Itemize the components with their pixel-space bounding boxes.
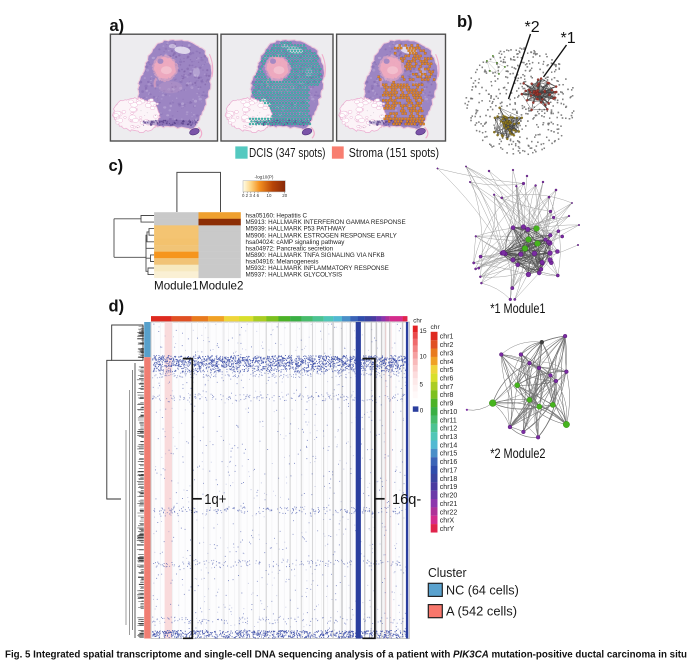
svg-text:chr15: chr15 bbox=[440, 451, 458, 458]
svg-text:chrY: chrY bbox=[440, 526, 455, 533]
svg-text:chr22: chr22 bbox=[440, 509, 458, 516]
svg-text:chr10: chr10 bbox=[440, 409, 458, 416]
svg-text:chr19: chr19 bbox=[440, 484, 458, 491]
svg-text:M5913: HALLMARK INTERFERON GAM: M5913: HALLMARK INTERFERON GAMMA RESPONS… bbox=[246, 219, 406, 226]
svg-text:Fig. 5 Integrated spatial tran: Fig. 5 Integrated spatial transcriptome … bbox=[5, 650, 687, 661]
svg-text:chr1: chr1 bbox=[440, 334, 454, 341]
svg-text:chr11: chr11 bbox=[440, 417, 457, 424]
svg-text:-log10(P): -log10(P) bbox=[255, 175, 274, 180]
svg-text:hsa04024: cAMP signaling pathw: hsa04024: cAMP signaling pathway bbox=[246, 239, 346, 246]
svg-text:16q-: 16q- bbox=[392, 492, 421, 508]
svg-text:Module2: Module2 bbox=[199, 279, 243, 292]
svg-text:*2 Module2: *2 Module2 bbox=[490, 446, 545, 461]
svg-text:chrX: chrX bbox=[440, 518, 455, 525]
svg-text:c): c) bbox=[109, 157, 124, 175]
svg-text:chr21: chr21 bbox=[440, 501, 458, 508]
svg-text:10: 10 bbox=[420, 354, 428, 361]
svg-text:1q+: 1q+ bbox=[204, 492, 226, 508]
svg-text:10: 10 bbox=[267, 193, 272, 198]
svg-text:A (542 cells): A (542 cells) bbox=[446, 605, 517, 619]
svg-text:chr6: chr6 bbox=[440, 376, 454, 383]
svg-text:hsa04972: Pancreatic secretion: hsa04972: Pancreatic secretion bbox=[246, 245, 334, 252]
svg-text:*1 Module1: *1 Module1 bbox=[490, 301, 545, 316]
svg-text:chr5: chr5 bbox=[440, 367, 454, 374]
svg-text:Module1: Module1 bbox=[154, 279, 198, 292]
svg-text:chr13: chr13 bbox=[440, 434, 458, 441]
svg-text:hsa04916: Melanogenesis: hsa04916: Melanogenesis bbox=[246, 259, 319, 266]
svg-text:*2: *2 bbox=[525, 19, 540, 36]
svg-text:M5939: HALLMARK P53 PATHWAY: M5939: HALLMARK P53 PATHWAY bbox=[246, 226, 347, 233]
svg-text:NC (64 cells): NC (64 cells) bbox=[446, 583, 519, 597]
svg-text:a): a) bbox=[110, 17, 125, 35]
svg-text:chr8: chr8 bbox=[440, 392, 454, 399]
svg-text:chr17: chr17 bbox=[440, 467, 458, 474]
svg-text:chr: chr bbox=[413, 318, 422, 325]
svg-text:chr12: chr12 bbox=[440, 426, 458, 433]
svg-text:chr16: chr16 bbox=[440, 459, 458, 466]
svg-text:*1: *1 bbox=[561, 30, 576, 47]
svg-text:DCIS (347 spots): DCIS (347 spots) bbox=[249, 145, 326, 160]
svg-text:chr3: chr3 bbox=[440, 350, 454, 357]
svg-text:15: 15 bbox=[420, 328, 428, 335]
svg-text:0: 0 bbox=[420, 408, 424, 415]
svg-text:b): b) bbox=[457, 13, 473, 31]
svg-text:Stroma (151 spots): Stroma (151 spots) bbox=[349, 145, 439, 160]
svg-text:chr2: chr2 bbox=[440, 342, 454, 349]
svg-text:M5890: HALLMARK TNFA SIGNALING: M5890: HALLMARK TNFA SIGNALING VIA NFKB bbox=[246, 252, 385, 259]
svg-text:chr: chr bbox=[431, 324, 441, 331]
svg-text:hsa05160: Hepatitis C: hsa05160: Hepatitis C bbox=[246, 213, 308, 220]
svg-text:Cluster: Cluster bbox=[428, 566, 467, 580]
svg-text:M5932: HALLMARK INFLAMMATORY R: M5932: HALLMARK INFLAMMATORY RESPONSE bbox=[246, 265, 389, 272]
svg-text:M5937: HALLMARK GLYCOLYSIS: M5937: HALLMARK GLYCOLYSIS bbox=[246, 272, 343, 279]
svg-text:chr9: chr9 bbox=[440, 401, 454, 408]
svg-text:M5906: HALLMARK ESTROGEN RESPO: M5906: HALLMARK ESTROGEN RESPONSE EARLY bbox=[246, 232, 398, 239]
svg-text:chr14: chr14 bbox=[440, 442, 458, 449]
svg-text:chr20: chr20 bbox=[440, 493, 458, 500]
svg-text:0 2 3 4 6: 0 2 3 4 6 bbox=[242, 193, 260, 198]
svg-text:chr7: chr7 bbox=[440, 384, 454, 391]
svg-text:d): d) bbox=[109, 298, 125, 316]
svg-text:chr4: chr4 bbox=[440, 359, 454, 366]
svg-text:20: 20 bbox=[282, 193, 287, 198]
svg-text:5: 5 bbox=[420, 382, 424, 389]
svg-text:chr18: chr18 bbox=[440, 476, 458, 483]
